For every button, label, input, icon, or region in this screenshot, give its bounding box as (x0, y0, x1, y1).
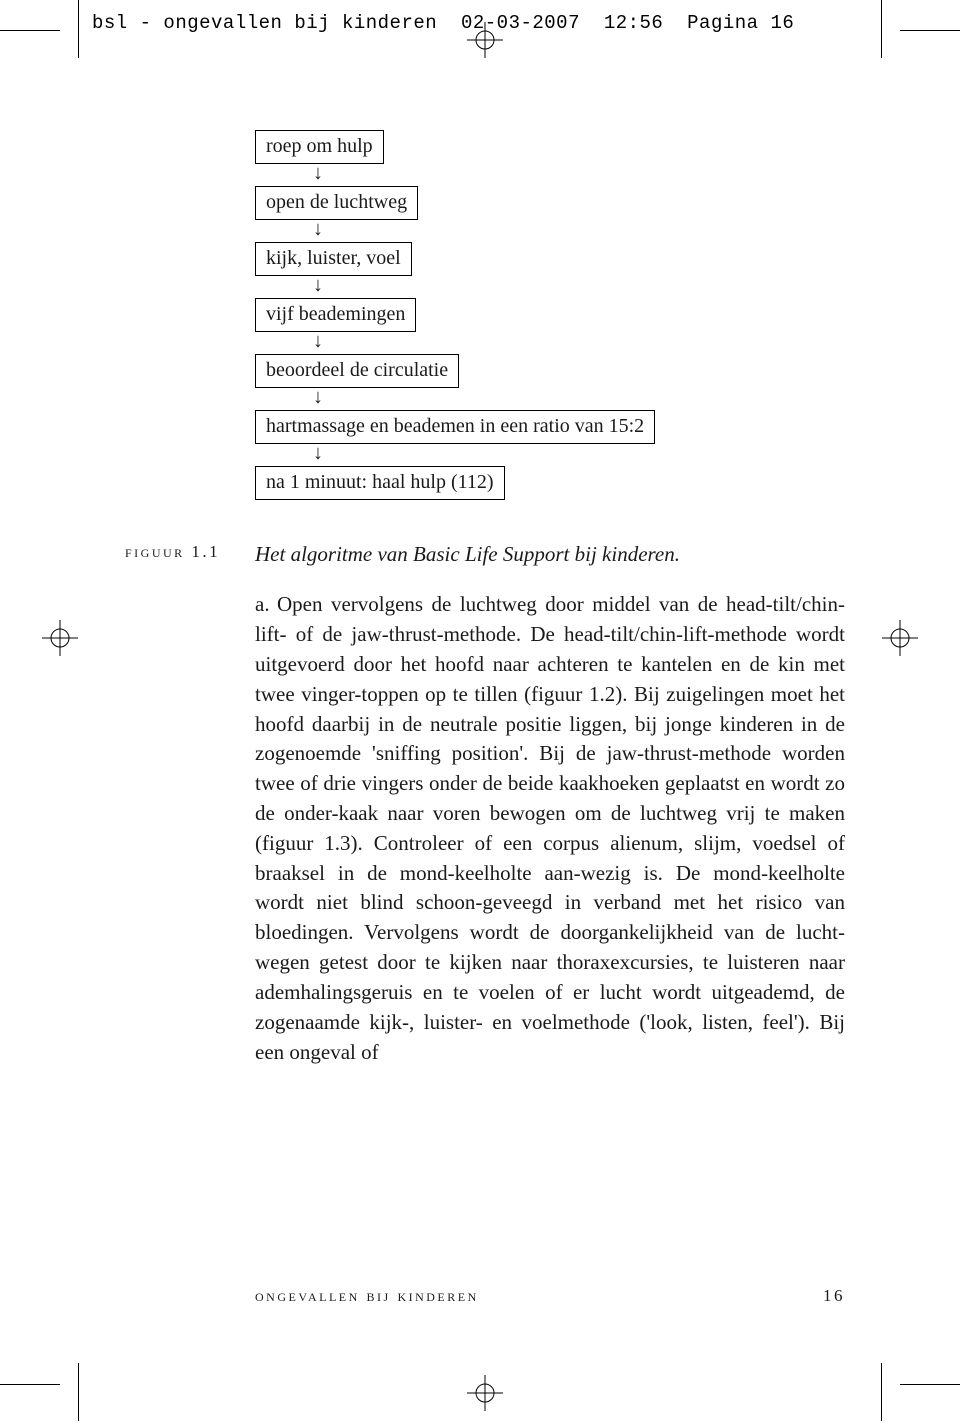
arrow-down-icon: ↓ (255, 388, 845, 410)
body-paragraph: a.Open vervolgens de luchtweg door midde… (255, 590, 845, 1067)
figure-label: figuur 1.1 (125, 540, 255, 562)
flowchart-node: open de luchtweg (255, 186, 418, 220)
registration-mark-icon (882, 620, 918, 656)
figure-caption-row: figuur 1.1 Het algoritme van Basic Life … (125, 540, 845, 568)
flowchart-node: hartmassage en beademen in een ratio van… (255, 410, 655, 444)
page-content: roep om hulp ↓ open de luchtweg ↓ kijk, … (125, 130, 845, 1067)
footer-title: ongevallen bij kinderen (255, 1286, 479, 1306)
header-filename: bsl - ongevallen bij kinderen (92, 12, 437, 34)
arrow-down-icon: ↓ (255, 276, 845, 298)
registration-mark-icon (467, 22, 503, 58)
print-header: bsl - ongevallen bij kinderen 02-03-2007… (92, 12, 794, 34)
arrow-down-icon: ↓ (255, 444, 845, 466)
arrow-down-icon: ↓ (255, 164, 845, 186)
flowchart-node: vijf beademingen (255, 298, 416, 332)
flowchart-node: na 1 minuut: haal hulp (112) (255, 466, 505, 500)
registration-mark-icon (42, 620, 78, 656)
header-time: 12:56 (604, 12, 664, 34)
footer-page-number: 16 (823, 1286, 845, 1306)
page-footer: ongevallen bij kinderen 16 (255, 1286, 845, 1306)
flowchart-node: roep om hulp (255, 130, 384, 164)
flowchart: roep om hulp ↓ open de luchtweg ↓ kijk, … (255, 130, 845, 500)
body-text: Open vervolgens de luchtweg door middel … (255, 592, 845, 1063)
list-marker: a. (255, 590, 277, 620)
arrow-down-icon: ↓ (255, 220, 845, 242)
flowchart-node: kijk, luister, voel (255, 242, 412, 276)
arrow-down-icon: ↓ (255, 332, 845, 354)
flowchart-node: beoordeel de circulatie (255, 354, 459, 388)
crop-marks-bottom (0, 1353, 960, 1393)
header-page: Pagina 16 (687, 12, 794, 34)
figure-caption: Het algoritme van Basic Life Support bij… (255, 540, 680, 568)
